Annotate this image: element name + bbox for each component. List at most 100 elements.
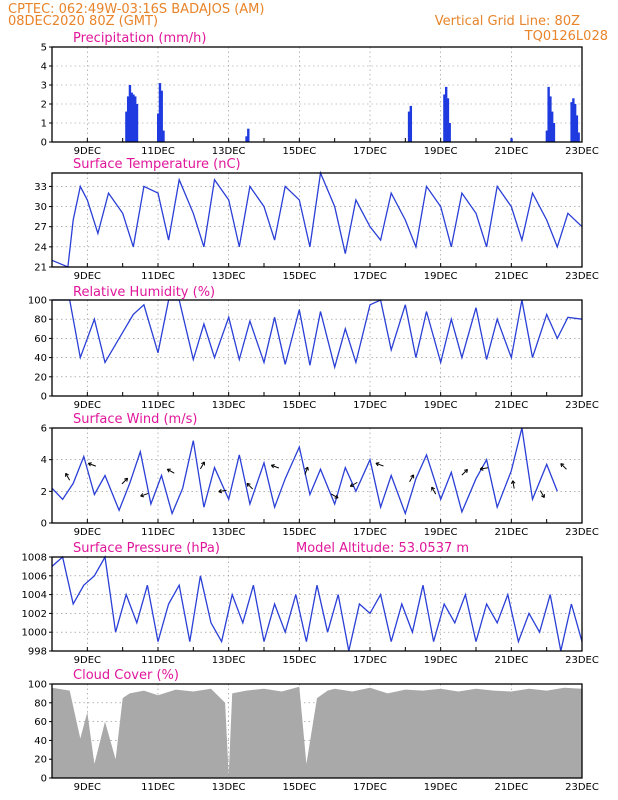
y-tick-label: 24 (34, 242, 47, 253)
x-tick-label: 15DEC (282, 146, 316, 157)
wind-arrow (511, 480, 516, 489)
precip-bar (510, 138, 513, 142)
x-tick-label: 11DEC (141, 271, 175, 282)
model-altitude: Model Altitude: 53.0537 m (296, 541, 469, 556)
x-tick-label: 11DEC (141, 527, 175, 538)
panel-3: Relative Humidity (%) 0 20 40 60 80 100 9DEC 11D… (28, 285, 599, 411)
x-tick-label: 13DEC (212, 271, 246, 282)
y-tick-label: 0 (41, 392, 47, 403)
wind-arrow (87, 462, 96, 467)
x-tick-label: 23DEC (565, 655, 599, 666)
x-tick-label: 23DEC (565, 146, 599, 157)
wind-arrow (539, 490, 545, 498)
header-station: CPTEC: 062:49W-03:16S BADAJOS (AM) (8, 2, 264, 17)
x-tick-label: 17DEC (353, 146, 387, 157)
precip-bar (573, 104, 577, 142)
wind-arrow (431, 486, 437, 495)
x-tick-label: 23DEC (565, 782, 599, 793)
x-tick-label: 23DEC (565, 527, 599, 538)
x-tick-label: 11DEC (141, 400, 175, 411)
precip-bar (162, 130, 165, 142)
y-tick-label: 5 (41, 43, 47, 54)
panel-title: Precipitation (mm/h) (73, 31, 206, 46)
precip-bar (572, 98, 575, 142)
wind-arrow (461, 468, 469, 476)
y-tick-label: 3 (41, 81, 47, 92)
panel-5: Surface Pressure (hPa) 998 1000 1002 1004 100… (22, 541, 599, 666)
wind-arrow (270, 464, 280, 469)
precip-bar (158, 83, 162, 142)
x-tick-label: 17DEC (353, 400, 387, 411)
wind-arrow (199, 461, 205, 470)
panel-title: Surface Wind (m/s) (73, 412, 197, 427)
cloud-area (52, 686, 582, 778)
panel-1: Precipitation (mm/h) 0 1 2 3 4 5 9DEC 11DEC 13DEC… (41, 31, 599, 157)
y-tick-label: 60 (34, 334, 47, 345)
precip-bar (409, 105, 413, 142)
panel-frame (51, 46, 583, 143)
x-tick-label: 17DEC (353, 527, 387, 538)
precip-bar (128, 85, 132, 142)
precip-bar (130, 92, 133, 142)
x-tick-label: 19DEC (424, 271, 458, 282)
x-tick-label: 21DEC (494, 655, 528, 666)
panel-frame (51, 172, 583, 268)
x-tick-label: 23DEC (565, 271, 599, 282)
x-tick-label: 15DEC (282, 400, 316, 411)
y-tick-label: 27 (34, 222, 47, 233)
panel-frame (51, 683, 583, 779)
header-model-code: TQ0126L028 (524, 29, 608, 44)
y-tick-label: 40 (34, 736, 47, 747)
x-tick-label: 11DEC (141, 782, 175, 793)
y-tick-label: 20 (34, 372, 47, 383)
wind-arrow (349, 481, 358, 487)
x-tick-label: 15DEC (282, 527, 316, 538)
precip-bar (132, 94, 135, 142)
wind-arrow (330, 493, 339, 499)
x-tick-label: 13DEC (212, 782, 246, 793)
x-tick-label: 19DEC (424, 782, 458, 793)
precip-bar (157, 113, 160, 142)
y-tick-label: 0 (41, 138, 47, 149)
precip-bar (446, 98, 450, 142)
y-tick-label: 1000 (22, 628, 47, 639)
x-tick-label: 19DEC (424, 527, 458, 538)
y-tick-label: 20 (34, 755, 47, 766)
panel-frame (51, 299, 583, 397)
y-tick-label: 1 (41, 119, 47, 130)
x-tick-label: 21DEC (494, 527, 528, 538)
precip-bar (443, 94, 446, 142)
panel-title: Surface Pressure (hPa) (73, 541, 220, 556)
y-tick-label: 2 (41, 487, 47, 498)
wind-arrow (140, 492, 149, 498)
wind-arrow (560, 463, 567, 470)
wind-arrow (479, 466, 489, 471)
precip-bar (135, 104, 139, 142)
precip-bar (552, 123, 556, 142)
x-tick-label: 17DEC (353, 782, 387, 793)
precip-bar (547, 86, 550, 142)
panel-title: Cloud Cover (%) (73, 668, 179, 683)
x-tick-label: 9DEC (74, 782, 101, 793)
x-tick-label: 9DEC (74, 527, 101, 538)
x-tick-label: 19DEC (424, 146, 458, 157)
precip-bar (545, 130, 549, 142)
panel-title: Surface Temperature (nC) (73, 157, 241, 172)
x-tick-label: 19DEC (424, 655, 458, 666)
precip-bar (570, 102, 573, 142)
x-tick-label: 11DEC (141, 655, 175, 666)
y-tick-label: 998 (28, 647, 47, 658)
panel-frame (51, 427, 583, 524)
wind-arrow (218, 488, 227, 494)
y-tick-label: 100 (28, 296, 47, 307)
x-tick-label: 23DEC (565, 400, 599, 411)
y-tick-label: 4 (41, 62, 47, 73)
precip-bar (577, 132, 580, 142)
x-tick-label: 21DEC (494, 782, 528, 793)
precip-bar (247, 128, 250, 142)
y-tick-label: 1002 (22, 609, 47, 620)
precip-bar (160, 90, 163, 142)
x-tick-label: 17DEC (353, 655, 387, 666)
y-tick-label: 4 (41, 455, 47, 466)
